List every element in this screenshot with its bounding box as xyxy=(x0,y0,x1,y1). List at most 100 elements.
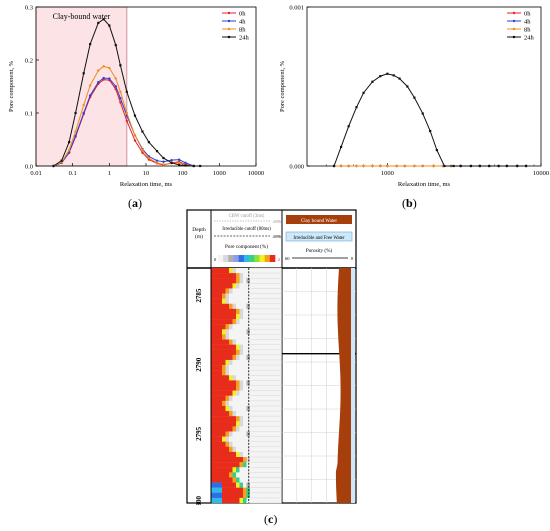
heatmap-cell xyxy=(274,278,279,284)
heatmap-cell xyxy=(236,395,240,402)
heatmap-cell xyxy=(257,426,261,432)
data-point xyxy=(199,164,202,168)
heatmap-cell xyxy=(215,395,219,402)
heatmap-cell xyxy=(271,298,275,304)
heatmap-cell xyxy=(274,273,279,279)
heatmap-cell xyxy=(278,436,282,442)
heatmap-cell xyxy=(218,482,223,488)
heatmap-cell xyxy=(215,334,219,340)
heatmap-cell xyxy=(215,298,219,304)
heatmap-cell xyxy=(239,359,244,366)
heatmap-cell xyxy=(278,405,282,412)
heatmap-cell xyxy=(250,385,254,391)
heatmap-cell xyxy=(271,436,275,442)
heatmap-cell xyxy=(211,303,216,310)
heatmap-cell xyxy=(278,426,282,432)
heatmap-cell xyxy=(267,273,272,279)
heatmap-cell xyxy=(260,421,265,427)
heatmap-cell xyxy=(218,405,223,412)
heatmap-cell xyxy=(215,329,219,335)
data-point xyxy=(68,141,71,144)
x-tick-label: 10 xyxy=(143,170,150,177)
heatmap-cell xyxy=(271,303,275,310)
cbw-cutoff-value: 4096 xyxy=(273,219,281,224)
data-point xyxy=(102,76,105,80)
heatmap-cell xyxy=(218,329,223,335)
heatmap-cell xyxy=(232,436,237,442)
heatmap-cell xyxy=(232,497,237,504)
heatmap-cell xyxy=(236,319,240,325)
heatmap-cell xyxy=(243,380,247,386)
heatmap-cell xyxy=(260,298,265,304)
heatmap-cell xyxy=(215,411,219,417)
heatmap-cell xyxy=(264,395,268,402)
clay-bound-water-fill xyxy=(335,268,351,503)
heatmap-cell xyxy=(253,472,258,478)
plot-frame xyxy=(306,6,542,167)
heatmap-cell xyxy=(215,370,219,376)
heatmap-cell xyxy=(236,293,240,299)
heatmap-cell xyxy=(232,278,237,284)
heatmap-cell xyxy=(239,395,244,402)
heatmap-cell xyxy=(218,283,223,289)
heatmap-cell xyxy=(253,497,258,504)
color-scale-swatch xyxy=(269,255,276,262)
heatmap-cell xyxy=(222,405,226,412)
heatmap-cell xyxy=(253,416,258,422)
heatmap-cell xyxy=(211,472,216,478)
heatmap-cell xyxy=(264,293,268,299)
heatmap-cell xyxy=(267,385,272,391)
heatmap-cell xyxy=(222,298,226,304)
heatmap-cell xyxy=(218,451,223,458)
heatmap-cell xyxy=(222,308,226,315)
heatmap-cell xyxy=(222,380,226,386)
heatmap-cell xyxy=(271,390,275,396)
heatmap-cell xyxy=(278,451,282,458)
heatmap-cell xyxy=(250,308,254,315)
heatmap-cell xyxy=(218,380,223,386)
heatmap-cell xyxy=(253,462,258,468)
heatmap-cell xyxy=(218,472,223,478)
heatmap-cell xyxy=(243,268,247,274)
heatmap-cell xyxy=(260,319,265,325)
data-point xyxy=(74,134,77,137)
heatmap-cell xyxy=(232,349,237,356)
heatmap-cell xyxy=(253,273,258,279)
heatmap-cell xyxy=(250,268,254,274)
heatmap-cell xyxy=(271,308,275,315)
heatmap-cell xyxy=(271,462,275,468)
data-point xyxy=(108,24,111,27)
heatmap-cell xyxy=(243,375,247,381)
heatmap-cell xyxy=(229,487,233,493)
heatmap-cell xyxy=(253,329,258,335)
heatmap-cell xyxy=(215,349,219,356)
heatmap-cell xyxy=(211,385,216,391)
heatmap-cell xyxy=(232,446,237,453)
heatmap-cell xyxy=(267,334,272,340)
heatmap-cell xyxy=(211,487,216,493)
heatmap-cell xyxy=(243,370,247,376)
free-water-swatch xyxy=(285,231,353,242)
heatmap-cell xyxy=(267,411,272,417)
heatmap-cell xyxy=(232,395,237,402)
heatmap-cell xyxy=(239,436,244,442)
heatmap-cell xyxy=(243,288,247,294)
heatmap-cell xyxy=(243,273,247,279)
heatmap-cell xyxy=(239,467,244,473)
legend-marker xyxy=(512,27,516,31)
heatmap-cell xyxy=(271,446,275,453)
legend-label: 4h xyxy=(239,18,246,25)
heatmap-cell xyxy=(260,457,265,463)
data-point xyxy=(82,103,85,107)
heatmap-cell xyxy=(253,283,258,289)
heatmap-cell xyxy=(257,390,261,396)
heatmap-cell xyxy=(232,492,237,499)
heatmap-cell xyxy=(260,405,265,412)
heatmap-cell xyxy=(243,472,247,478)
heatmap-cell xyxy=(232,380,237,386)
heatmap-cell xyxy=(260,411,265,417)
heatmap-cell xyxy=(243,365,247,371)
heatmap-cell xyxy=(264,487,268,493)
heatmap-cell xyxy=(264,370,268,376)
data-point xyxy=(89,43,92,46)
